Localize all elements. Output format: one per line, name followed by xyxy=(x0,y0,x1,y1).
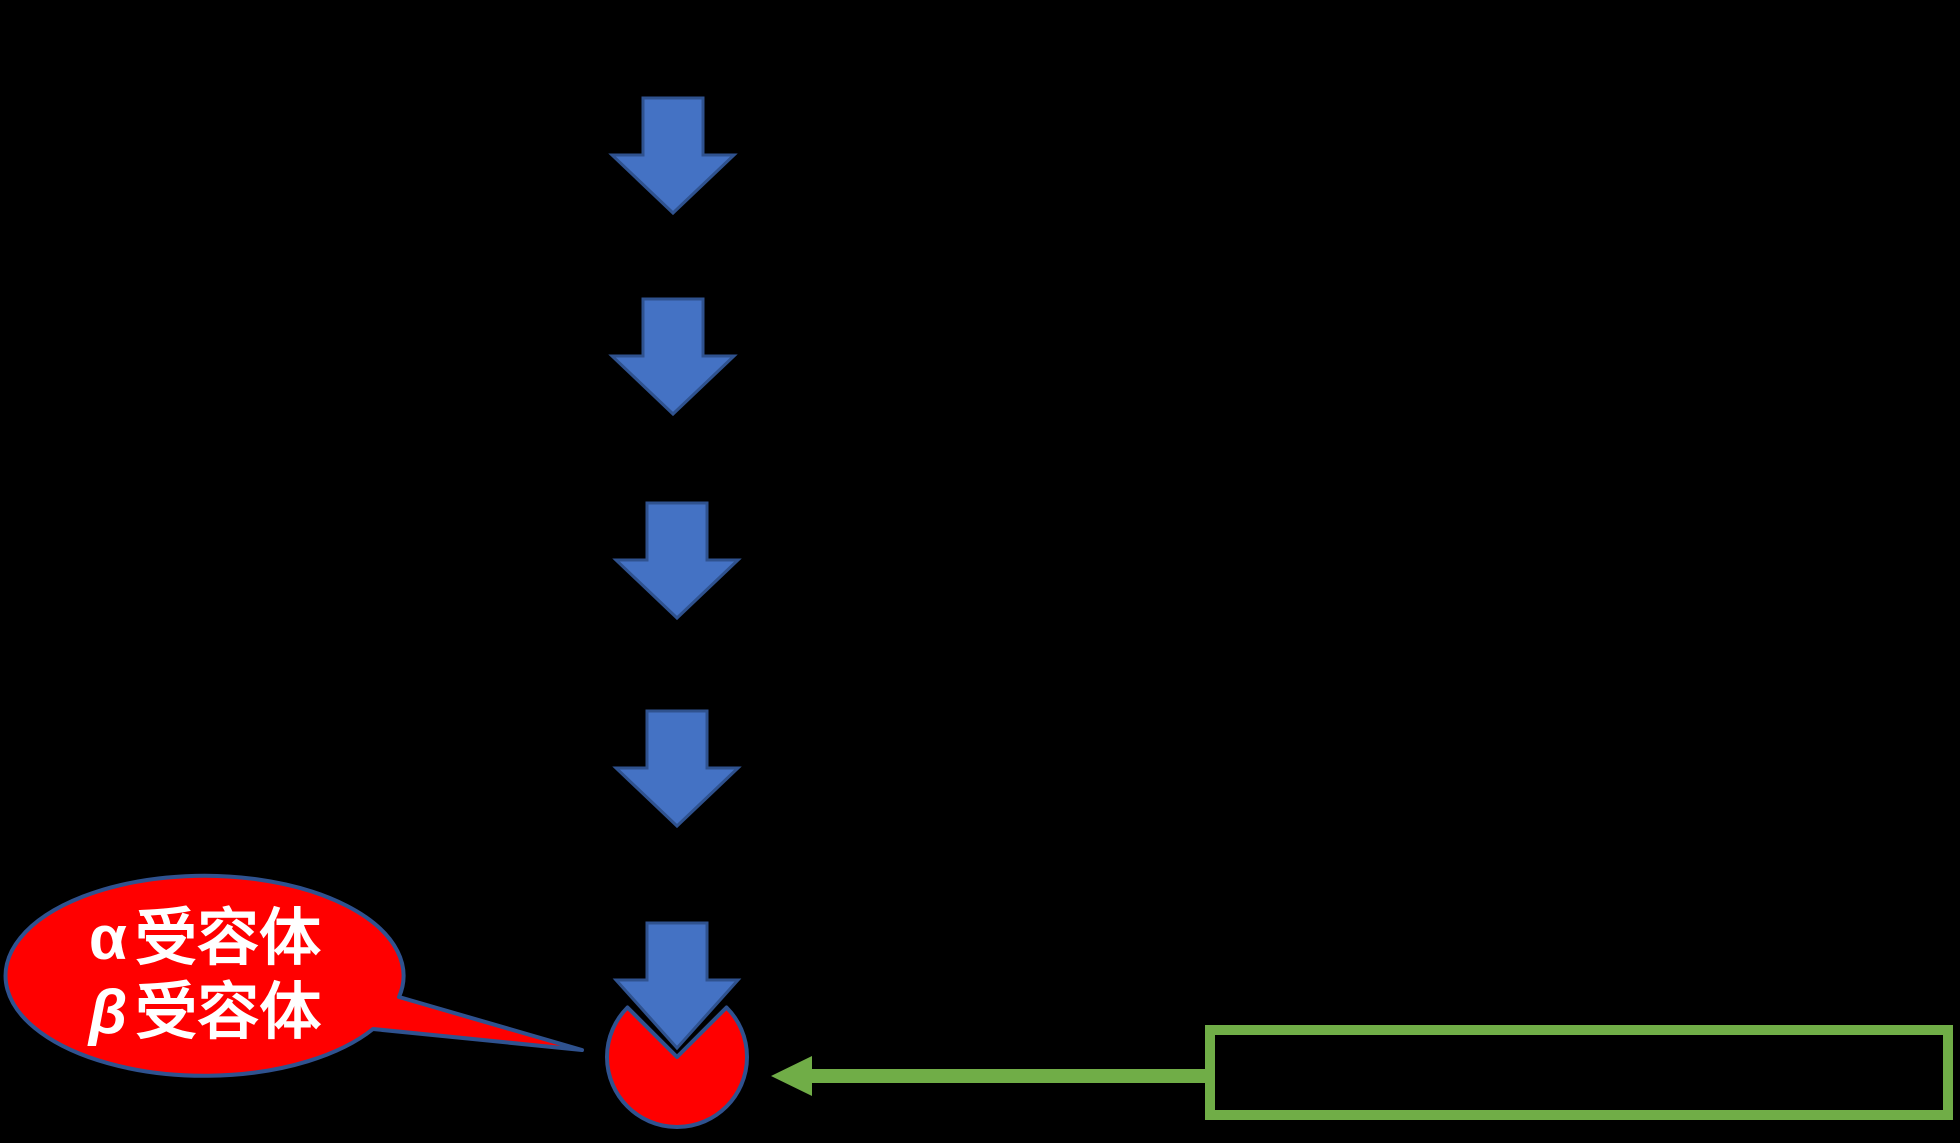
alpha-symbol: α xyxy=(88,904,128,973)
beta-receptor-label: 受容体 xyxy=(135,978,322,1047)
receptor-circle xyxy=(605,1005,749,1129)
bubble-text: α 受容体 β 受容体 xyxy=(4,902,406,1050)
alpha-receptor-label: 受容体 xyxy=(135,904,322,973)
down-arrow-icon-5 xyxy=(612,921,742,1051)
down-arrow-icon-2 xyxy=(608,297,738,417)
left-arrow-icon xyxy=(771,1056,1206,1096)
bubble-line-alpha: α 受容体 xyxy=(4,902,406,976)
speech-bubble xyxy=(3,873,584,1078)
beta-symbol: β xyxy=(88,978,128,1047)
down-arrow-icon-3 xyxy=(612,501,742,621)
annotation-box xyxy=(1205,1025,1953,1120)
bubble-line-beta: β 受容体 xyxy=(4,976,406,1050)
down-arrow-icon-1 xyxy=(608,96,738,216)
down-arrow-icon-4 xyxy=(612,709,742,829)
